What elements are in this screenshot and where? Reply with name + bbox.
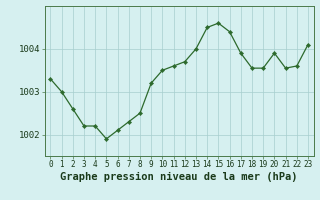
X-axis label: Graphe pression niveau de la mer (hPa): Graphe pression niveau de la mer (hPa) <box>60 172 298 182</box>
